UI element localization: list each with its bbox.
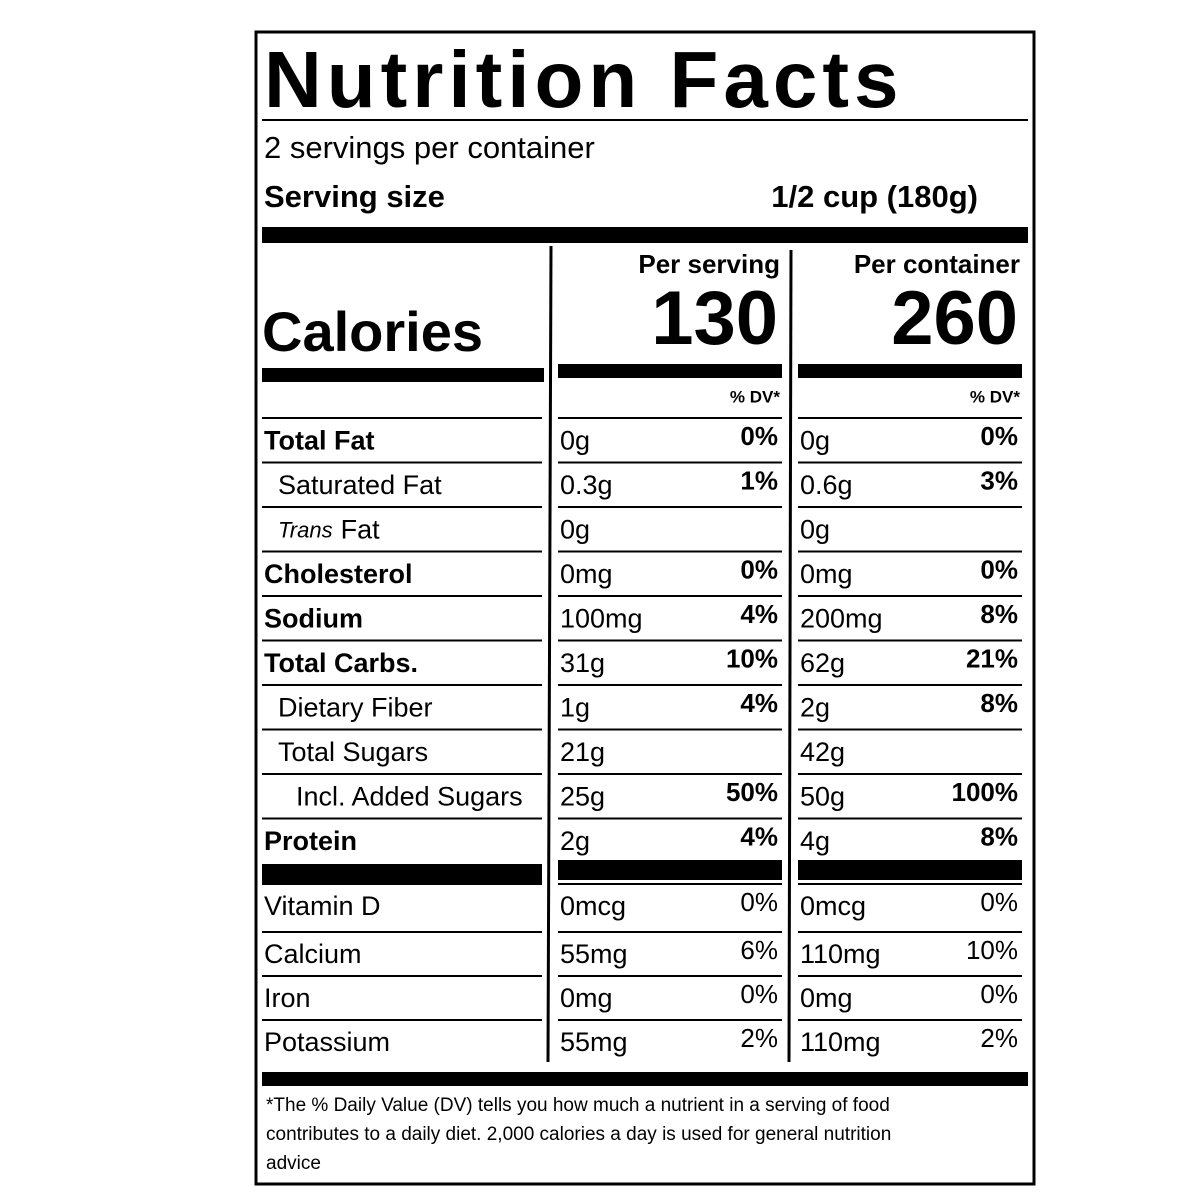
daily-value: 0% — [740, 421, 778, 451]
serving-size-label: Serving size — [264, 179, 445, 214]
nutrient-name-italic: Trans — [278, 517, 333, 542]
nutrient-name: Calcium — [264, 939, 362, 969]
amount: 1g — [560, 692, 590, 722]
amount: 0mcg — [560, 891, 626, 921]
nutrient-name: Dietary Fiber — [278, 692, 433, 722]
thick-bar — [262, 368, 544, 382]
daily-value: 50% — [726, 777, 778, 807]
amount: 2g — [800, 692, 830, 722]
amount: 0mg — [560, 559, 613, 589]
amount: 25g — [560, 781, 605, 811]
amount: 62g — [800, 648, 845, 678]
daily-value: 0% — [740, 887, 778, 917]
daily-value: 1% — [740, 466, 778, 496]
daily-value: 10% — [966, 935, 1018, 965]
daily-value: 8% — [980, 599, 1018, 629]
amount: 55mg — [560, 1027, 628, 1057]
amount: 0g — [800, 514, 830, 544]
amount: 0mg — [800, 559, 853, 589]
calories-label: Calories — [262, 300, 483, 363]
daily-value: 8% — [980, 688, 1018, 718]
servings: 2 servings per container — [264, 130, 595, 165]
nutrient-name: Iron — [264, 983, 311, 1013]
amount: 0g — [560, 425, 590, 455]
amount: 200mg — [800, 603, 883, 633]
daily-value: 2% — [740, 1023, 778, 1053]
label-border — [254, 30, 1036, 1186]
amount: 0.6g — [800, 470, 853, 500]
thick-bar — [558, 860, 782, 880]
nutrient-name: Total Sugars — [278, 737, 428, 767]
daily-value: 0% — [980, 979, 1018, 1009]
daily-value: 21% — [966, 644, 1018, 674]
nutrient-name: Potassium — [264, 1027, 390, 1057]
amount: 42g — [800, 737, 845, 767]
calories-value: 130 — [651, 276, 778, 361]
nutrient-name: Sodium — [264, 603, 363, 633]
daily-value: 8% — [980, 822, 1018, 852]
footnote-line: *The % Daily Value (DV) tells you how mu… — [266, 1095, 890, 1116]
nutrient-name: Total Fat — [264, 425, 375, 455]
thick-bar — [798, 860, 1022, 880]
calories-value: 260 — [891, 276, 1018, 361]
amount: 110mg — [800, 939, 881, 969]
title: Nutrition Facts — [264, 35, 903, 124]
daily-value: 0% — [980, 887, 1018, 917]
nutrient-name: Saturated Fat — [278, 470, 442, 500]
amount: 21g — [560, 737, 605, 767]
column-header: Per serving — [638, 249, 780, 279]
daily-value: 10% — [726, 644, 778, 674]
daily-value: 4% — [740, 688, 778, 718]
amount: 0g — [560, 514, 590, 544]
daily-value: 0% — [740, 979, 778, 1009]
amount: 55mg — [560, 939, 628, 969]
dv-header: % DV* — [970, 387, 1020, 406]
daily-value: 0% — [980, 555, 1018, 585]
serving-size: 1/2 cup (180g) — [771, 179, 978, 214]
thick-bar — [798, 364, 1022, 378]
daily-value: 0% — [980, 421, 1018, 451]
footnote-line: contributes to a daily diet. 2,000 calor… — [266, 1124, 891, 1145]
daily-value: 4% — [740, 599, 778, 629]
amount: 0mcg — [800, 891, 866, 921]
amount: 110mg — [800, 1027, 881, 1057]
footnote-line: advice — [266, 1153, 321, 1174]
amount: 0mg — [560, 983, 613, 1013]
nutrient-name: Vitamin D — [264, 891, 381, 921]
thick-bar — [558, 364, 782, 378]
amount: 0mg — [800, 983, 853, 1013]
nutrient-name: Protein — [264, 826, 357, 856]
thick-bar — [262, 864, 542, 884]
thick-bar — [262, 227, 1028, 243]
nutrient-name-rest: Fat — [341, 514, 381, 544]
amount: 0.3g — [560, 470, 613, 500]
amount: 50g — [800, 781, 845, 811]
amount: 100mg — [560, 603, 643, 633]
dv-header: % DV* — [730, 387, 780, 406]
amount: 0g — [800, 425, 830, 455]
column-header: Per container — [854, 249, 1020, 279]
thick-bar — [262, 1072, 1028, 1086]
nutrient-name: Incl. Added Sugars — [296, 781, 523, 811]
amount: 4g — [800, 826, 830, 856]
daily-value: 4% — [740, 822, 778, 852]
column-divider — [546, 245, 553, 1063]
amount: 2g — [560, 826, 590, 856]
daily-value: 0% — [740, 555, 778, 585]
daily-value: 6% — [740, 935, 778, 965]
amount: 31g — [560, 648, 605, 678]
daily-value: 2% — [980, 1023, 1018, 1053]
nutrient-name: Cholesterol — [264, 559, 413, 589]
column-divider — [787, 249, 793, 1063]
nutrient-name: Trans Fat — [278, 514, 380, 544]
daily-value: 100% — [952, 777, 1019, 807]
nutrient-name: Total Carbs. — [264, 648, 418, 678]
daily-value: 3% — [980, 466, 1018, 496]
